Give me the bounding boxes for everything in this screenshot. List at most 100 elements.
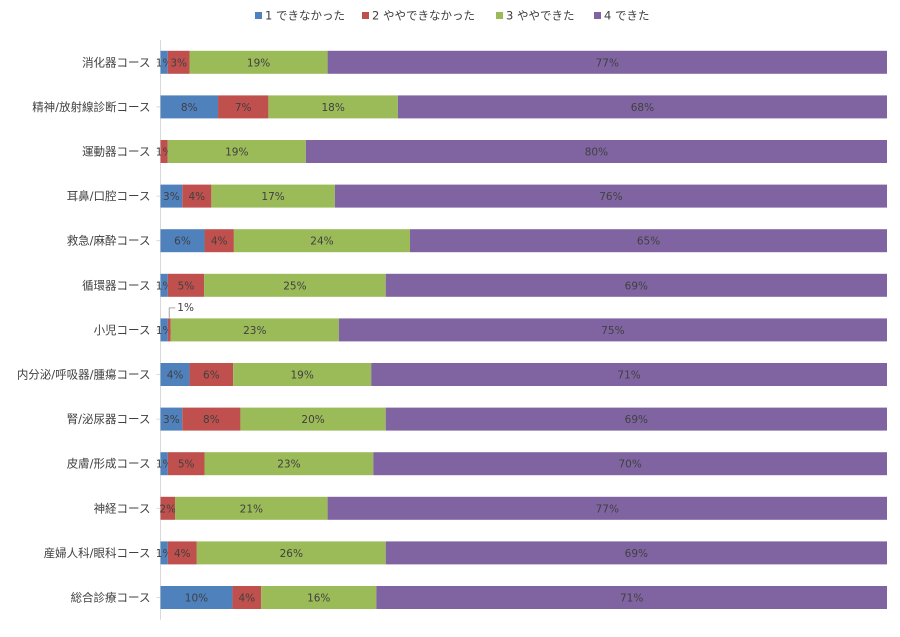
bar-segment [204, 452, 374, 476]
legend-swatch-4 [594, 12, 601, 19]
bar-segment [268, 95, 398, 119]
legend-label-4: 4 できた [604, 9, 649, 23]
bar-segment [167, 50, 190, 74]
legend-swatch-1 [255, 12, 262, 19]
bar-segment [167, 273, 205, 297]
bar-segment [338, 318, 887, 342]
bar-segment [410, 229, 887, 253]
bar-segment [327, 50, 888, 74]
data-label: 80% [585, 147, 608, 159]
data-label: 7% [235, 102, 252, 114]
data-label: 4% [211, 236, 228, 248]
bar-segment [196, 541, 386, 565]
category-label: 内分泌/呼吸器/腫瘍コース [17, 368, 151, 382]
bar-segment [327, 496, 888, 520]
data-label: 5% [178, 459, 195, 471]
data-label: 77% [596, 57, 619, 69]
data-label: 20% [301, 414, 324, 426]
category-label: 神経コース [94, 501, 151, 515]
data-label: 71% [617, 370, 640, 382]
bar-segment [160, 95, 219, 119]
data-label: 77% [596, 503, 619, 515]
bar-segment [160, 50, 168, 74]
bar-segment [160, 586, 233, 609]
bar-segment [211, 184, 335, 208]
bar-segment [189, 50, 328, 74]
data-label: 6% [203, 370, 220, 382]
bar-segment [261, 586, 377, 609]
data-label: 8% [181, 102, 198, 114]
data-label: 5% [178, 280, 195, 292]
legend-label-1: 1 できなかった [265, 9, 345, 23]
legend-swatch-3 [496, 12, 503, 19]
bar-segment [182, 184, 212, 208]
data-label: 10% [185, 593, 208, 605]
bar-segment [160, 273, 168, 297]
bar-segment [204, 273, 386, 297]
bar-segment [305, 140, 887, 163]
data-label: 75% [601, 325, 624, 337]
data-label: 21% [240, 503, 263, 515]
bar-segment [175, 496, 328, 520]
bar-segment [182, 407, 241, 431]
bar-segment [160, 318, 168, 342]
category-label: 精神/放射線診断コース [32, 100, 150, 114]
bar-segment [371, 363, 887, 386]
legend-swatch-2 [362, 12, 369, 19]
data-label: 4% [188, 191, 205, 203]
bar-segment [376, 586, 887, 609]
data-label: 3% [163, 414, 180, 426]
category-label: 総合診療コース [71, 591, 151, 605]
bar-segment [233, 363, 372, 386]
callout-label: 1% [177, 302, 194, 314]
data-label: 2% [159, 503, 176, 515]
data-label: 3% [163, 191, 180, 203]
bar-segment [204, 229, 234, 253]
bar-segment [160, 140, 168, 163]
bar-segment [167, 140, 306, 163]
bar-segment [167, 318, 171, 342]
bar-segment [240, 407, 386, 431]
bar-segment [232, 586, 262, 609]
data-label: 76% [599, 191, 622, 203]
bar-segment [160, 541, 168, 565]
bar-segment [385, 541, 887, 565]
data-label: 6% [174, 236, 191, 248]
category-label: 運動器コース [82, 145, 150, 159]
bar-segment [189, 363, 234, 386]
data-label: 17% [261, 191, 284, 203]
bar-segment [385, 273, 887, 297]
data-label: 70% [618, 459, 641, 471]
bar-segment [233, 229, 411, 253]
data-label: 68% [631, 102, 654, 114]
bar-segment [397, 95, 887, 119]
bar-segment [160, 407, 183, 431]
data-label: 19% [225, 147, 248, 159]
category-label: 産婦人科/眼科コース [44, 546, 151, 560]
data-label: 69% [625, 280, 648, 292]
legend-label-2: 2 ややできなかった [372, 9, 475, 23]
category-label: 耳鼻/口腔コース [67, 189, 151, 203]
bar-segment [160, 184, 183, 208]
bar-segment [373, 452, 888, 476]
data-label: 16% [307, 593, 330, 605]
data-label: 4% [167, 370, 184, 382]
legend-label-3: 3 ややできた [506, 9, 574, 23]
data-label: 4% [174, 548, 191, 560]
category-label: 皮膚/形成コース [67, 457, 151, 471]
data-label: 25% [283, 280, 306, 292]
bar-segment [334, 184, 887, 208]
category-label: 循環器コース [82, 278, 150, 292]
data-label: 19% [247, 57, 270, 69]
bar-segment [160, 496, 176, 520]
data-label: 24% [310, 236, 333, 248]
data-label: 8% [203, 414, 220, 426]
data-label: 69% [625, 414, 648, 426]
bar-segment [160, 363, 190, 386]
category-label: 小児コース [94, 323, 151, 337]
bar-segment [218, 95, 269, 119]
data-label: 65% [637, 236, 660, 248]
data-label: 26% [280, 548, 303, 560]
